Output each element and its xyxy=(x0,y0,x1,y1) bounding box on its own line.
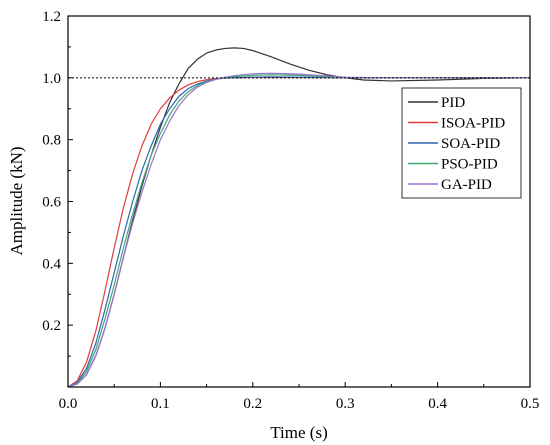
series-line-pso-pid xyxy=(68,74,530,387)
legend-label-ga-pid: GA-PID xyxy=(441,177,492,193)
y-tick-label: 1.2 xyxy=(42,9,61,25)
series-line-soa-pid xyxy=(68,76,530,387)
x-tick-label: 0.1 xyxy=(151,396,170,412)
x-axis-ticks: 0.0 0.1 0.2 0.3 0.4 0.5 xyxy=(59,382,540,412)
x-axis-label: Time (s) xyxy=(270,423,327,442)
y-tick-label: 0.2 xyxy=(42,318,61,334)
x-tick-label: 0.2 xyxy=(243,396,262,412)
x-tick-label: 0.5 xyxy=(521,396,540,412)
y-axis-ticks: 0.2 0.4 0.6 0.8 1.0 1.2 xyxy=(42,9,73,357)
legend-label-soa-pid: SOA-PID xyxy=(441,136,500,152)
legend-label-isoa-pid: ISOA-PID xyxy=(441,116,505,132)
y-tick-label: 0.8 xyxy=(42,133,61,149)
legend: PID ISOA-PID SOA-PID PSO-PID GA-PID xyxy=(401,87,522,199)
legend-label-pid: PID xyxy=(441,95,465,111)
y-tick-label: 1.0 xyxy=(42,71,61,87)
y-axis-label: Amplitude (kN) xyxy=(7,146,26,255)
y-tick-label: 0.6 xyxy=(42,195,61,211)
x-tick-label: 0.0 xyxy=(59,396,78,412)
legend-label-pso-pid: PSO-PID xyxy=(441,157,498,173)
x-tick-label: 0.3 xyxy=(336,396,355,412)
series-line-ga-pid xyxy=(68,72,530,387)
x-tick-label: 0.4 xyxy=(428,396,447,412)
y-tick-label: 0.4 xyxy=(42,256,61,272)
